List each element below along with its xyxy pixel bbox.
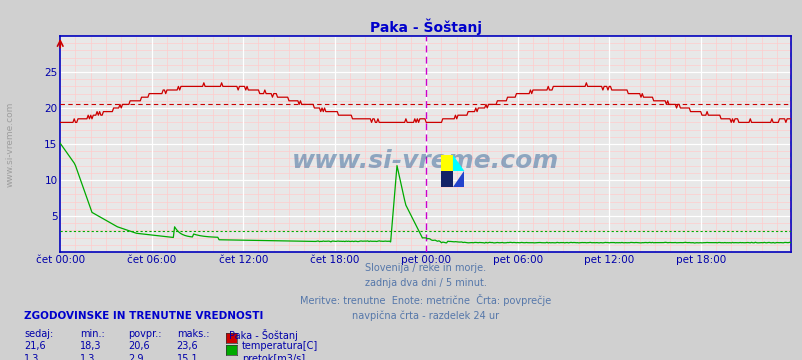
Text: Slovenija / reke in morje.
zadnja dva dni / 5 minut.
Meritve: trenutne  Enote: m: Slovenija / reke in morje. zadnja dva dn… — [300, 263, 550, 321]
Polygon shape — [452, 171, 464, 187]
Polygon shape — [452, 155, 464, 171]
Text: 21,6: 21,6 — [24, 341, 46, 351]
Text: www.si-vreme.com: www.si-vreme.com — [5, 101, 14, 187]
Text: povpr.:: povpr.: — [128, 329, 162, 339]
Text: 2,9: 2,9 — [128, 354, 144, 360]
Text: 1,3: 1,3 — [24, 354, 39, 360]
Text: sedaj:: sedaj: — [24, 329, 53, 339]
Text: 1,3: 1,3 — [80, 354, 95, 360]
Text: 18,3: 18,3 — [80, 341, 102, 351]
Text: ZGODOVINSKE IN TRENUTNE VREDNOSTI: ZGODOVINSKE IN TRENUTNE VREDNOSTI — [24, 311, 263, 321]
Bar — [441, 171, 452, 187]
Text: Paka - Šoštanj: Paka - Šoštanj — [229, 329, 298, 341]
Text: pretok[m3/s]: pretok[m3/s] — [241, 354, 305, 360]
Text: temperatura[C]: temperatura[C] — [241, 341, 318, 351]
Bar — [441, 155, 452, 171]
Text: 23,6: 23,6 — [176, 341, 198, 351]
Text: www.si-vreme.com: www.si-vreme.com — [292, 149, 558, 173]
Text: maks.:: maks.: — [176, 329, 209, 339]
Title: Paka - Šoštanj: Paka - Šoštanj — [369, 18, 481, 35]
Text: 15,1: 15,1 — [176, 354, 198, 360]
Text: 20,6: 20,6 — [128, 341, 150, 351]
Text: min.:: min.: — [80, 329, 105, 339]
